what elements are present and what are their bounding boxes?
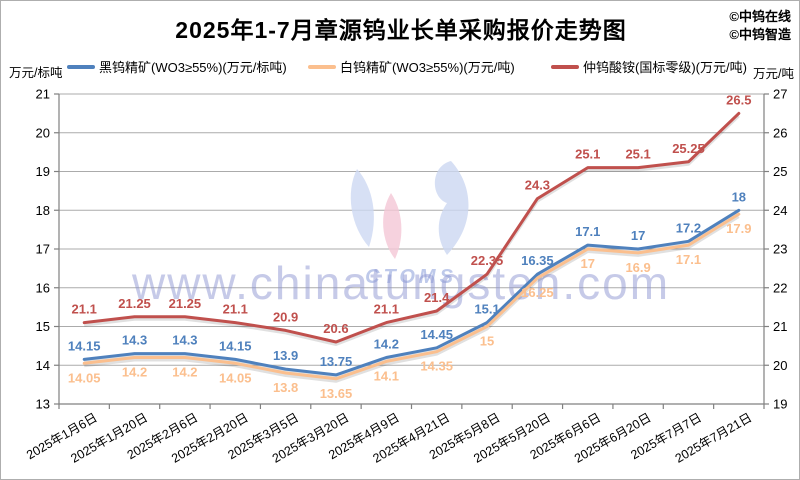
data-label: 14.15 — [219, 338, 252, 353]
data-label: 14.15 — [68, 338, 101, 353]
svg-text:22: 22 — [773, 280, 787, 295]
data-label: 13.75 — [320, 354, 353, 369]
copyright-block: ©中钨在线 ©中钨智造 — [729, 8, 791, 44]
svg-text:24: 24 — [773, 203, 787, 218]
right-axis-unit: 万元/吨 — [753, 67, 794, 81]
data-label: 26.5 — [726, 92, 751, 107]
svg-text:14: 14 — [36, 358, 50, 373]
data-label: 25.1 — [575, 147, 600, 162]
legend-item-white-tungsten: 白钨精矿(WO3≥55%)(万元/吨) — [308, 57, 515, 76]
svg-text:21: 21 — [773, 319, 787, 334]
data-label: 13.8 — [273, 380, 298, 395]
data-label: 17.2 — [676, 220, 701, 235]
svg-text:20: 20 — [36, 125, 50, 140]
series-line — [82, 208, 741, 377]
svg-text:21: 21 — [36, 87, 50, 102]
copyright-line-2: ©中钨智造 — [729, 27, 791, 42]
legend-line-swatch-orange — [308, 64, 336, 69]
svg-text:26: 26 — [773, 125, 787, 140]
data-label: 21.1 — [374, 302, 399, 317]
data-label: 18 — [732, 189, 746, 204]
svg-text:25: 25 — [773, 164, 787, 179]
data-label: 16.35 — [521, 253, 554, 268]
svg-text:13: 13 — [36, 397, 50, 412]
data-label: 21.1 — [223, 302, 248, 317]
legend-line-swatch-red — [551, 64, 579, 69]
data-label: 13.9 — [273, 348, 298, 363]
data-label: 14.3 — [172, 333, 197, 348]
legend-label: 仲钨酸铵(国标零级)(万元/吨) — [583, 60, 747, 75]
left-axis-unit: 万元/标吨 — [9, 66, 63, 80]
data-label: 17.9 — [726, 221, 751, 236]
chart-title: 2025年1-7月章源钨业长单采购报价走势图 — [175, 17, 627, 43]
data-label: 20.6 — [323, 321, 348, 336]
series-line — [82, 111, 741, 344]
data-label: 13.65 — [320, 386, 353, 401]
data-label: 14.2 — [122, 365, 147, 380]
series-line — [82, 212, 741, 381]
data-label: 21.4 — [424, 290, 450, 305]
data-label: 14.3 — [122, 333, 147, 348]
legend-label: 黑钨精矿(WO3≥55%)(万元/标吨) — [99, 60, 287, 75]
data-label: 14.2 — [172, 365, 197, 380]
data-label: 14.05 — [219, 370, 252, 385]
svg-text:23: 23 — [773, 242, 787, 257]
svg-text:CTOMS: CTOMS — [365, 266, 457, 288]
data-label: 17.1 — [575, 224, 600, 239]
data-label: 25.25 — [672, 141, 705, 156]
svg-text:18: 18 — [36, 203, 50, 218]
svg-text:19: 19 — [36, 164, 50, 179]
legend-line-swatch-blue — [67, 64, 95, 69]
watermark-logo: CTOMS — [350, 161, 469, 288]
data-label: 22.35 — [471, 253, 504, 268]
data-label: 14.05 — [68, 370, 101, 385]
data-label: 21.25 — [118, 296, 151, 311]
data-label: 14.45 — [420, 327, 453, 342]
data-label: 14.1 — [374, 368, 399, 383]
data-label: 14.2 — [374, 337, 399, 352]
data-label: 17 — [581, 256, 595, 271]
data-label: 14.35 — [420, 359, 453, 374]
legend-item-apt: 仲钨酸铵(国标零级)(万元/吨) — [551, 57, 747, 76]
data-label: 16.9 — [625, 260, 650, 275]
svg-text:27: 27 — [773, 87, 787, 102]
watermark-text: www.chinatungsten.com — [131, 257, 670, 309]
legend-label: 白钨精矿(WO3≥55%)(万元/吨) — [340, 60, 515, 75]
data-label: 17.1 — [676, 252, 701, 267]
copyright-line-1: ©中钨在线 — [729, 9, 791, 24]
data-label: 15 — [480, 334, 494, 349]
data-label: 21.25 — [169, 296, 202, 311]
legend-item-black-tungsten: 黑钨精矿(WO3≥55%)(万元/标吨) — [67, 57, 287, 76]
svg-text:19: 19 — [773, 397, 787, 412]
data-label: 17 — [631, 228, 645, 243]
data-label: 16.25 — [521, 285, 554, 300]
svg-text:15: 15 — [36, 319, 50, 334]
data-label: 24.3 — [525, 178, 550, 193]
data-label: 21.1 — [72, 302, 97, 317]
data-label: 25.1 — [625, 147, 650, 162]
data-label: 15.1 — [474, 302, 499, 317]
svg-text:17: 17 — [36, 242, 50, 257]
svg-text:20: 20 — [773, 358, 787, 373]
svg-text:16: 16 — [36, 280, 50, 295]
data-label: 20.9 — [273, 309, 298, 324]
